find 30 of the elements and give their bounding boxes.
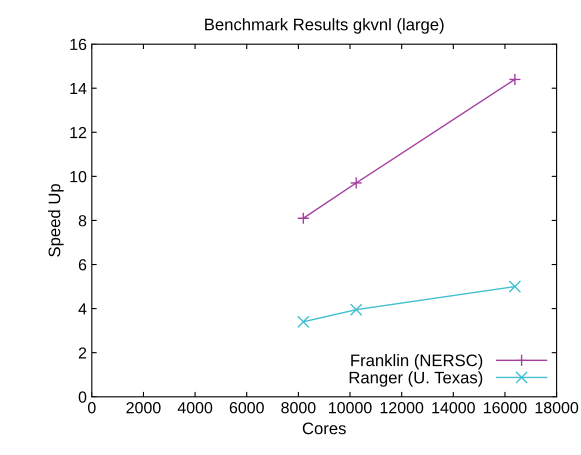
y-tick-label: 6	[78, 259, 86, 270]
x-tick-label: 0	[88, 402, 96, 414]
chart-title: Benchmark Results gkvnl (large)	[205, 18, 444, 34]
x-tick-label: 18000	[536, 402, 578, 414]
point	[508, 280, 522, 293]
point	[350, 176, 362, 190]
x-tick-label: 6000	[230, 402, 264, 414]
point	[297, 212, 310, 224]
legend-label: Franklin (NERSC)	[351, 354, 482, 370]
point	[350, 303, 362, 316]
x-tick-label: 4000	[178, 402, 212, 414]
point	[297, 316, 310, 328]
x-tick-label: 10000	[329, 402, 372, 414]
x-tick-label: 8000	[281, 402, 316, 414]
y-tick-label: 0	[78, 391, 86, 403]
y-tick-label: 2	[78, 347, 86, 358]
y-tick-label: 8	[78, 215, 86, 226]
x-tick-label: 2000	[126, 402, 161, 414]
y-axis-title: Speed Up	[48, 184, 64, 257]
y-tick-label: 14	[70, 83, 86, 94]
y-tick-label: 12	[70, 126, 86, 138]
y-tick-label: 10	[70, 171, 86, 182]
x-tick-label: 12000	[380, 402, 424, 414]
x-axis-title: Cores	[302, 422, 346, 434]
point	[508, 73, 522, 86]
x-tick-label: 14000	[432, 402, 475, 414]
legend-label: Ranger (U. Texas)	[350, 371, 482, 387]
y-tick-label: 16	[70, 38, 86, 50]
x-tick-label: 16000	[484, 402, 527, 414]
y-tick-label: 4	[78, 303, 86, 314]
